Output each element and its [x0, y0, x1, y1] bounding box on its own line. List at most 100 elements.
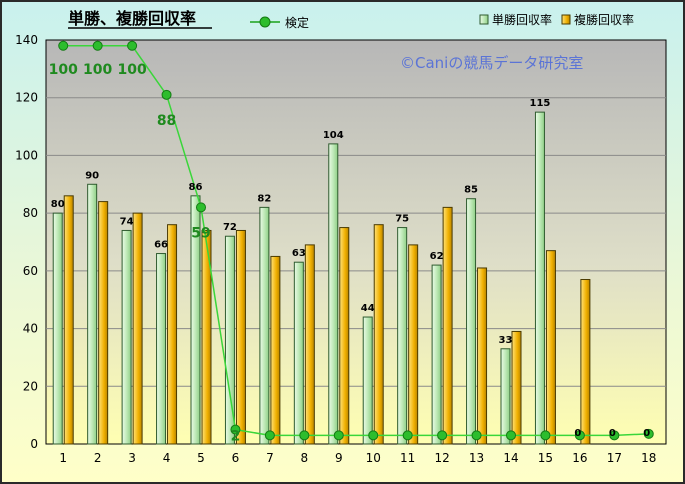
bar-place	[132, 212, 143, 445]
check-marker	[402, 430, 413, 441]
legend-label-place: 複勝回収率	[574, 12, 634, 27]
data-label-win: 104	[323, 130, 344, 141]
x-tick-label: 10	[366, 451, 381, 465]
bar-place	[167, 224, 178, 445]
y-tick-label: 0	[30, 437, 38, 451]
check-marker	[471, 430, 482, 441]
data-label-win: 0	[643, 428, 650, 439]
x-tick-label: 13	[469, 451, 484, 465]
x-tick-label: 5	[197, 451, 205, 465]
data-label-win: 44	[361, 303, 375, 314]
data-label-win: 82	[257, 193, 271, 204]
data-label-check: 59	[191, 225, 210, 241]
data-label-win: 90	[85, 170, 99, 181]
check-marker	[333, 430, 344, 441]
data-label-check: 2	[231, 429, 241, 445]
bar-win	[328, 143, 339, 445]
legend-label-win: 単勝回収率	[492, 12, 552, 27]
legend-swatch-place	[561, 14, 571, 25]
check-marker	[540, 430, 551, 441]
data-label-check: 100	[83, 62, 112, 78]
data-label-win: 0	[574, 428, 581, 439]
x-tick-label: 1	[59, 451, 67, 465]
bar-win	[224, 235, 235, 445]
legend-marker-check	[259, 16, 271, 28]
data-label-win: 62	[430, 251, 444, 262]
y-tick-label: 40	[23, 322, 38, 336]
x-tick-label: 17	[607, 451, 622, 465]
bar-place	[270, 255, 281, 445]
y-tick-label: 120	[15, 91, 38, 105]
check-line-series	[58, 40, 654, 441]
check-marker	[196, 202, 206, 213]
bar-win	[121, 229, 132, 445]
y-tick-label: 140	[15, 33, 38, 47]
data-label-check: 100	[117, 62, 146, 78]
legend: 検定 単勝回収率 複勝回収率	[250, 12, 634, 30]
data-label-win: 66	[154, 240, 168, 251]
y-tick-label: 100	[15, 148, 38, 162]
x-tick-label: 8	[301, 451, 309, 465]
check-marker	[264, 430, 275, 441]
check-marker	[230, 424, 241, 435]
bar-place	[98, 201, 109, 445]
watermark: ©Caniの競馬データ研究室	[400, 54, 583, 72]
x-tick-label: 2	[94, 451, 102, 465]
bar-place	[201, 229, 212, 445]
check-marker	[609, 430, 620, 441]
chart-title: 単勝、複勝回収率	[68, 9, 196, 28]
x-tick-label: 14	[503, 451, 518, 465]
y-tick-label: 80	[23, 206, 38, 220]
bars	[52, 111, 591, 445]
bar-win	[362, 316, 373, 445]
check-marker	[574, 430, 585, 441]
data-label-win: 74	[120, 216, 134, 227]
bar-win	[87, 183, 98, 445]
bar-place	[304, 244, 315, 445]
bar-win	[500, 348, 511, 445]
x-tick-label: 7	[266, 451, 274, 465]
bar-win	[534, 111, 545, 445]
check-marker	[437, 430, 448, 441]
bar-place	[63, 195, 74, 445]
bar-win	[293, 261, 304, 445]
bar-win	[466, 198, 477, 445]
x-tick-label: 4	[163, 451, 171, 465]
data-label-win: 33	[499, 335, 513, 346]
bar-place	[477, 267, 488, 445]
x-tick-label: 3	[128, 451, 136, 465]
check-marker	[299, 430, 310, 441]
legend-swatch-win	[479, 14, 489, 25]
data-label-win: 63	[292, 248, 306, 259]
bar-place	[545, 250, 556, 445]
x-tick-label: 18	[641, 451, 656, 465]
bar-win	[259, 206, 270, 445]
bar-win	[52, 212, 63, 445]
data-label-win: 86	[189, 182, 203, 193]
check-line	[63, 45, 649, 437]
data-label-win: 80	[51, 199, 65, 210]
bar-win	[190, 195, 201, 445]
x-tick-label: 9	[335, 451, 343, 465]
bar-win	[431, 264, 442, 445]
data-label-win: 0	[609, 428, 616, 439]
x-tick-label: 12	[434, 451, 449, 465]
x-tick-label: 15	[538, 451, 553, 465]
data-label-win: 85	[464, 185, 478, 196]
plot-area	[45, 39, 667, 445]
bar-place	[580, 279, 591, 445]
bar-place	[373, 224, 384, 445]
bar-place	[442, 206, 453, 445]
data-label-check: 88	[157, 113, 176, 129]
check-marker	[368, 430, 379, 441]
bar-place	[408, 244, 419, 445]
check-marker	[92, 40, 103, 51]
legend-label-check: 検定	[285, 15, 309, 30]
labels: 80 90 74 66 86 72 82 63 104 44 75 62 85 33 115 0 0 0 100 10…	[49, 62, 651, 445]
gridlines	[46, 97, 666, 387]
data-label-win: 72	[223, 222, 237, 233]
x-tick-label: 11	[400, 451, 415, 465]
check-marker	[58, 40, 69, 51]
